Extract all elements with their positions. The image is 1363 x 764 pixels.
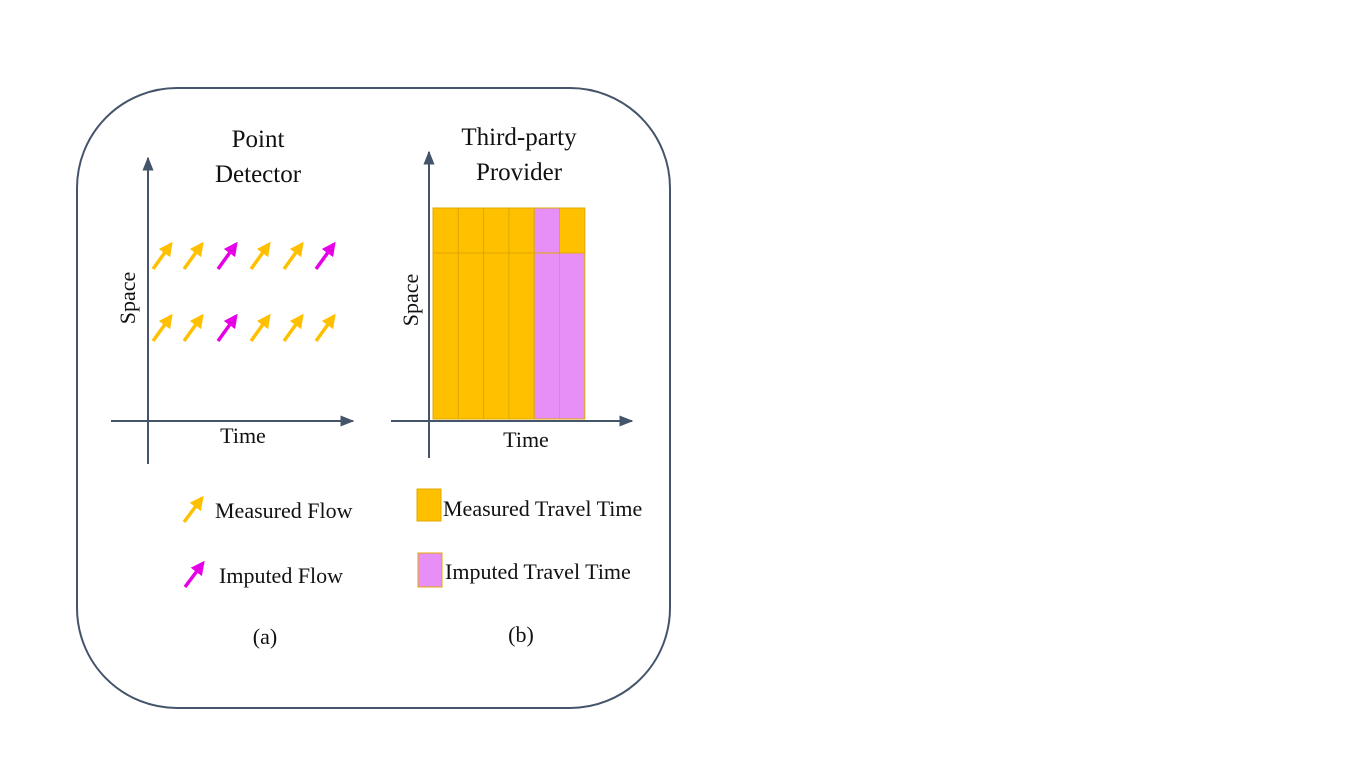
travel-time-grid [432,207,586,420]
panel-a-x-axis-label: Time [220,423,266,448]
legend-measured-travel-time-label: Measured Travel Time [443,496,642,521]
measured-flow-arrow [314,313,336,343]
measured-travel-time-cell [483,252,510,420]
measured-travel-time-cell [559,207,586,254]
imputed-travel-time-cell [559,252,586,420]
panel-b-title-line1: Third-party [461,124,577,151]
panel-b-y-axis-label: Space [398,274,423,327]
measured-travel-time-cell [457,252,485,420]
measured-flow-arrow [282,313,304,343]
imputed-flow-arrow [216,313,238,343]
panel-b-caption: (b) [508,622,534,647]
rounded-frame [76,87,671,709]
flow-arrow-grid [151,241,336,343]
imputed-flow-arrow [216,241,238,271]
panel-a-y-axis-label: Space [115,272,140,325]
panel-b-title-line2: Provider [476,159,563,186]
panel-a-caption: (a) [253,624,277,649]
measured-flow-arrow [282,241,304,271]
imputed-travel-time-cell [533,252,561,420]
panel-b-x-axis-label: Time [503,427,549,452]
measured-flow-arrow [151,241,173,271]
panel-a-title-line2: Detector [215,161,302,188]
measured-flow-arrow [151,313,173,343]
measured-travel-time-cell [483,207,510,254]
measured-flow-arrow-icon [182,495,204,524]
imputed-travel-time-swatch [417,552,443,588]
measured-travel-time-cell [432,207,459,254]
imputed-travel-time-cell [533,207,561,254]
imputed-flow-arrow [314,241,336,271]
imputed-flow-arrow-icon [183,560,205,589]
measured-flow-arrow [182,241,204,271]
legend-measured-flow-label: Measured Flow [215,498,353,523]
legend-imputed-flow-label: Imputed Flow [219,563,343,588]
panel-b: Third-party Provider Space Time Measured… [391,124,642,647]
measured-flow-arrow [249,241,271,271]
legend-imputed-travel-time-label: Imputed Travel Time [445,559,631,584]
measured-travel-time-swatch [416,488,442,522]
measured-travel-time-cell [432,252,459,420]
panel-a-title-line1: Point [232,126,285,153]
measured-travel-time-cell [508,252,535,420]
panel-a: Point Detector Space Time Measured Flow … [111,126,355,649]
measured-travel-time-cell [508,207,535,254]
measured-flow-arrow [249,313,271,343]
measured-travel-time-cell [457,207,485,254]
measured-flow-arrow [182,313,204,343]
